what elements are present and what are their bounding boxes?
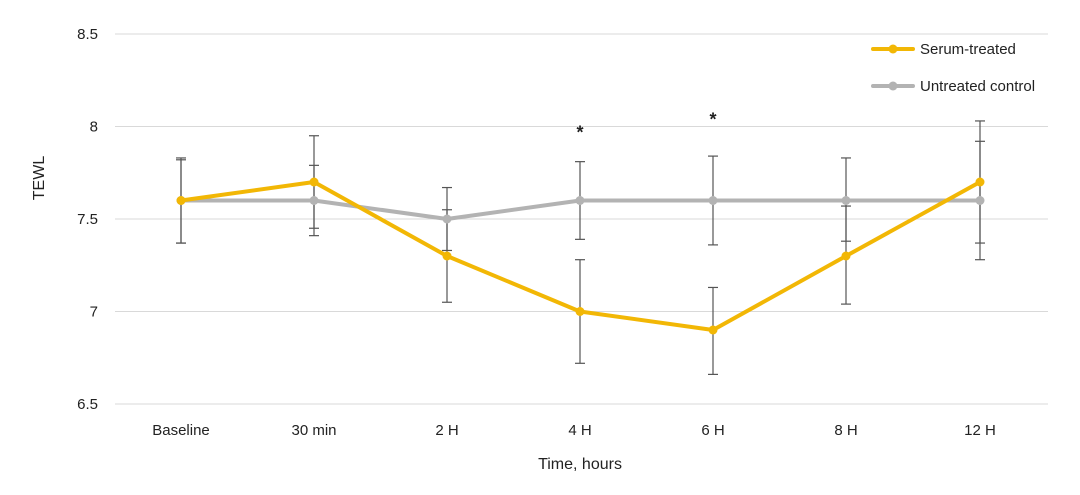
- legend: Serum-treated Untreated control: [871, 41, 1035, 95]
- significance-marker: *: [576, 123, 583, 143]
- y-tick-label: 8.5: [77, 26, 98, 43]
- x-tick-label: 4 H: [568, 422, 591, 439]
- x-tick-label: 6 H: [701, 422, 724, 439]
- legend-label: Untreated control: [920, 78, 1035, 95]
- x-tick-label: 8 H: [834, 422, 857, 439]
- y-tick-label: 7: [90, 304, 98, 321]
- significance-annotations: **: [576, 110, 716, 143]
- data-point: [975, 177, 985, 187]
- data-point: [841, 251, 851, 261]
- data-point: [442, 214, 452, 224]
- x-axis-title: Time, hours: [538, 456, 622, 473]
- data-point: [708, 196, 718, 205]
- x-tick-label: Baseline: [152, 422, 210, 439]
- y-axis-title: TEWL: [31, 156, 48, 201]
- legend-marker: [888, 44, 898, 54]
- data-point: [841, 196, 851, 205]
- data-point: [176, 196, 186, 205]
- y-tick-label: 6.5: [77, 396, 98, 413]
- series-lines: [176, 177, 985, 335]
- y-axis-ticks: 6.5 7 7.5 8 8.5: [77, 26, 98, 413]
- data-point: [708, 325, 718, 335]
- gridlines: [115, 33, 1048, 405]
- data-point: [575, 307, 585, 316]
- x-tick-label: 2 H: [435, 422, 458, 439]
- error-bar: [975, 140, 985, 244]
- y-tick-label: 7.5: [77, 211, 98, 228]
- legend-item: Untreated control: [871, 78, 1035, 95]
- significance-marker: *: [709, 110, 716, 130]
- y-tick-label: 8: [90, 119, 98, 136]
- legend-item: Serum-treated: [871, 41, 1016, 58]
- legend-marker: [888, 81, 898, 91]
- data-point: [975, 196, 985, 205]
- data-point: [309, 196, 319, 205]
- x-tick-label: 12 H: [964, 422, 996, 439]
- x-axis-ticks: Baseline 30 min 2 H 4 H 6 H 8 H 12 H: [152, 422, 996, 439]
- legend-label: Serum-treated: [920, 41, 1016, 58]
- data-point: [309, 177, 319, 187]
- x-tick-label: 30 min: [291, 422, 336, 439]
- data-point: [442, 251, 452, 261]
- data-point: [575, 196, 585, 205]
